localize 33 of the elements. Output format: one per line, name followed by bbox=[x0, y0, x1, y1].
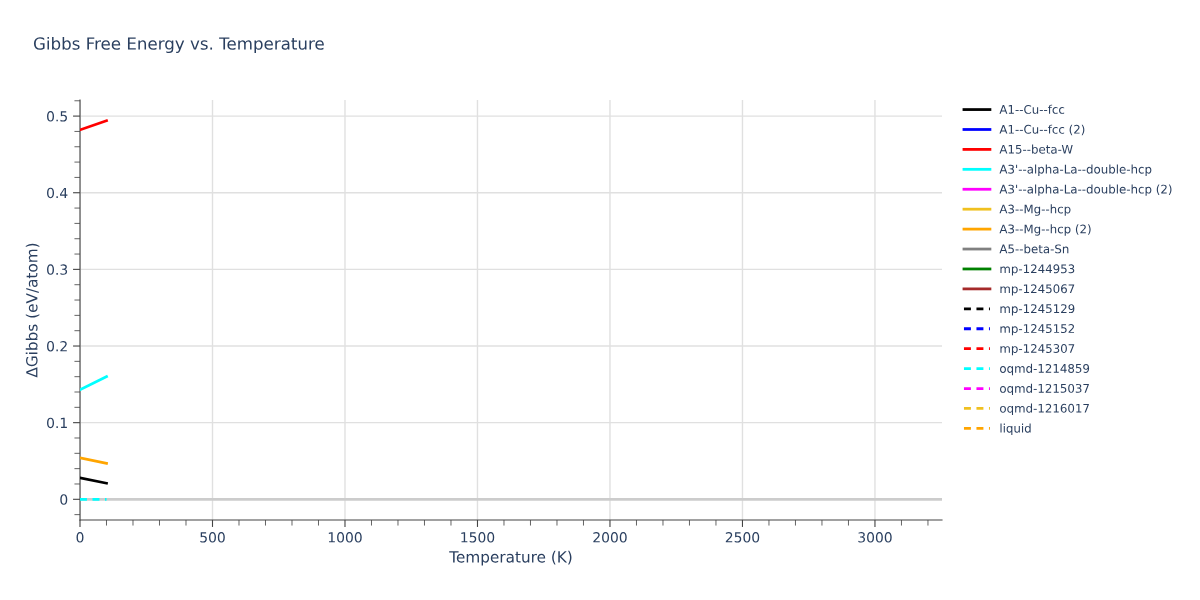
legend-label: mp-1245067 bbox=[1000, 284, 1075, 296]
y-tick-label: 0 bbox=[60, 494, 68, 505]
chart-title: Gibbs Free Energy vs. Temperature bbox=[33, 36, 324, 54]
legend-label: A3--Mg--hcp bbox=[999, 204, 1071, 216]
y-tick-label: 0.1 bbox=[47, 417, 67, 429]
y-tick-label: 0.3 bbox=[47, 264, 68, 275]
legend-label: A3'--alpha-La--double-hcp bbox=[999, 164, 1152, 176]
legend-label: A15--beta-W bbox=[999, 144, 1073, 154]
legend-label: mp-1244953 bbox=[1000, 264, 1075, 276]
legend-label: mp-1245307 bbox=[1000, 344, 1075, 356]
x-tick-label: 1500 bbox=[461, 532, 495, 543]
x-tick-label: 1000 bbox=[328, 532, 362, 543]
legend-label: A1--Cu--fcc bbox=[999, 104, 1065, 114]
legend-label: oqmd-1216017 bbox=[1000, 403, 1089, 416]
legend-label: mp-1245152 bbox=[1000, 324, 1075, 336]
legend-label: A3--Mg--hcp (2) bbox=[999, 224, 1091, 236]
x-tick-label: 2000 bbox=[593, 532, 627, 543]
y-tick-label: 0.2 bbox=[47, 340, 67, 352]
legend-label: mp-1245129 bbox=[1000, 304, 1075, 316]
x-axis-title: Temperature (K) bbox=[449, 550, 572, 566]
y-tick-label: 0.4 bbox=[47, 187, 68, 199]
x-tick-label: 500 bbox=[200, 532, 225, 543]
legend-label: A1--Cu--fcc (2) bbox=[999, 124, 1085, 136]
legend-label: liquid bbox=[1000, 423, 1031, 435]
legend-label: oqmd-1214859 bbox=[1000, 363, 1090, 376]
legend-label: A3'--alpha-La--double-hcp (2) bbox=[999, 184, 1172, 196]
x-tick-label: 3000 bbox=[858, 532, 892, 543]
x-tick-label: 0 bbox=[76, 532, 84, 543]
y-axis-title: ΔGibbs (eV/atom) bbox=[25, 243, 40, 378]
x-tick-label: 2500 bbox=[725, 532, 760, 543]
legend-label: A5--beta-Sn bbox=[999, 244, 1069, 254]
legend-label: oqmd-1215037 bbox=[1000, 383, 1089, 396]
y-tick-label: 0.5 bbox=[47, 111, 67, 122]
